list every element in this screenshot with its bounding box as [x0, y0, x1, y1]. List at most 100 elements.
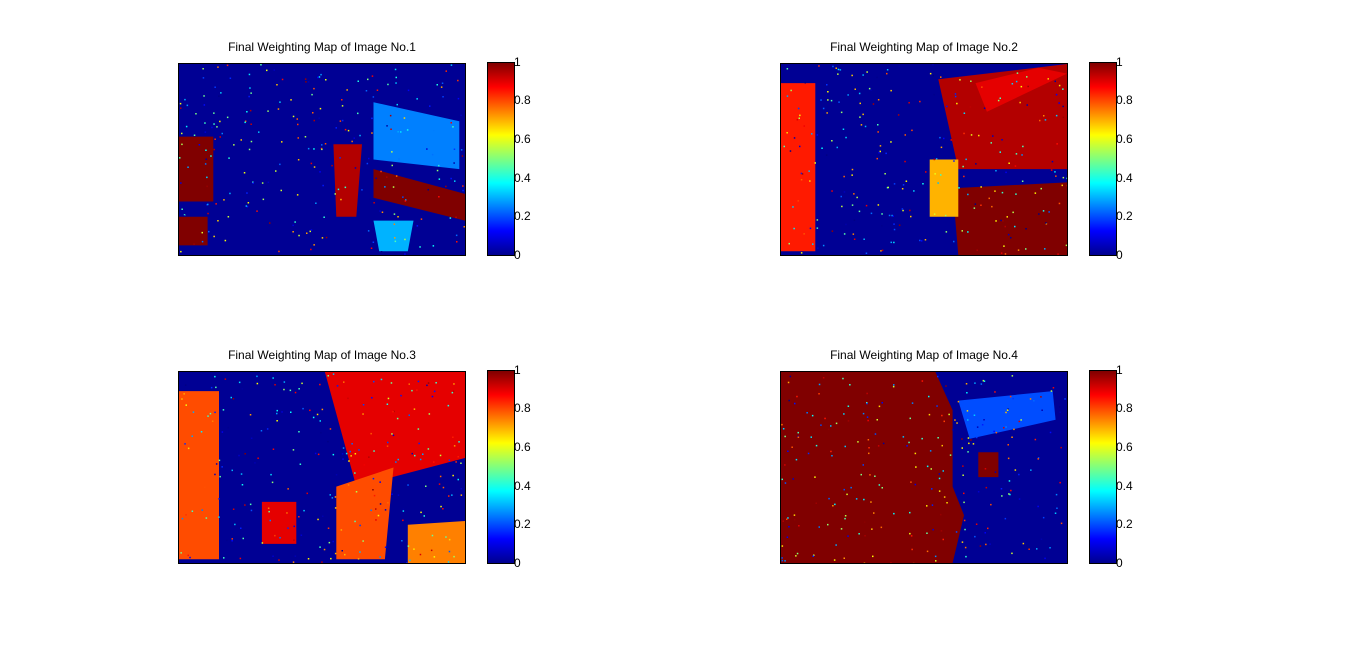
heatmap-pixel: [320, 432, 322, 434]
heatmap-pixel: [218, 516, 220, 518]
colorbar-tick: 0.6: [1116, 132, 1133, 146]
heatmap-pixel: [207, 203, 209, 206]
heatmap-pixel: [1056, 143, 1058, 145]
heatmap-pixel: [942, 470, 944, 472]
heatmap-pixel: [784, 435, 786, 438]
heatmap-pixel: [840, 195, 842, 198]
heatmap-pixel: [784, 482, 787, 484]
heatmap-pixel: [793, 137, 796, 139]
heatmap-pixel: [1005, 426, 1007, 428]
heatmap-pixel: [1061, 184, 1063, 187]
heatmap-pixel: [953, 160, 955, 162]
heatmap-pixel: [830, 99, 833, 102]
colorbar: [1089, 370, 1117, 564]
heatmap-pixel: [404, 238, 406, 241]
heatmap-pixel: [876, 419, 878, 421]
heatmap-pixel: [862, 412, 865, 415]
heatmap-pixel: [451, 391, 454, 394]
heatmap-pixel: [940, 530, 943, 532]
heatmap-pixel: [384, 186, 386, 188]
heatmap-pixel: [250, 509, 253, 512]
heatmap-pixel: [193, 243, 195, 245]
heatmap-pixel: [867, 439, 870, 441]
heatmap-pixel: [261, 182, 264, 184]
heatmap-pixel: [967, 451, 969, 453]
heatmap-pixel: [266, 428, 269, 430]
heatmap-pixel: [407, 484, 409, 486]
heatmap-pixel: [298, 388, 300, 390]
heatmap-pixel: [812, 243, 814, 245]
heatmap-pixel: [988, 197, 990, 200]
heatmap-pixel: [180, 552, 182, 554]
heatmap-region: [781, 372, 964, 563]
colorbar-tick: 0: [514, 556, 521, 570]
heatmap-pixel: [238, 381, 241, 384]
heatmap-pixel: [876, 157, 878, 160]
heatmap-pixel: [392, 186, 395, 188]
heatmap-pixel: [1026, 76, 1028, 78]
heatmap-pixel: [843, 191, 846, 193]
heatmap-pixel: [843, 233, 846, 235]
heatmap-pixel: [781, 557, 783, 559]
heatmap-pixel: [932, 528, 934, 531]
heatmap-pixel: [439, 165, 441, 167]
heatmap-pixel: [228, 157, 230, 159]
heatmap-pixel: [201, 231, 203, 234]
heatmap-pixel: [217, 66, 219, 68]
heatmap-pixel: [858, 210, 861, 213]
heatmap-pixel: [339, 157, 341, 159]
heatmap-pixel: [457, 478, 459, 481]
heatmap-pixel: [210, 155, 212, 157]
heatmap-pixel: [447, 561, 450, 563]
heatmap-pixel: [268, 510, 270, 513]
heatmap-pixel: [817, 247, 819, 249]
heatmap-pixel: [395, 76, 397, 79]
heatmap-pixel: [411, 452, 413, 455]
heatmap-pixel: [976, 249, 978, 251]
heatmap-pixel: [995, 431, 998, 434]
heatmap-pixel: [231, 540, 233, 542]
heatmap-pixel: [186, 104, 189, 107]
heatmap-pixel: [803, 233, 805, 235]
heatmap-pixel: [888, 214, 891, 217]
heatmap-pixel: [843, 413, 845, 415]
heatmap-pixel: [813, 554, 815, 556]
heatmap-pixel: [416, 389, 418, 391]
heatmap-pixel: [232, 398, 235, 400]
colorbar-tick: 1: [514, 55, 521, 69]
heatmap-pixel: [267, 181, 270, 184]
heatmap-pixel: [272, 377, 274, 379]
heatmap-pixel: [201, 509, 203, 511]
heatmap-pixel: [934, 173, 936, 175]
heatmap-pixel: [910, 535, 913, 537]
heatmap-pixel: [1058, 202, 1061, 205]
heatmap-pixel: [943, 137, 945, 140]
heatmap-pixel: [380, 170, 382, 173]
heatmap-pixel: [859, 116, 861, 118]
heatmap-pixel: [851, 168, 854, 171]
heatmap-pixel: [1042, 210, 1045, 212]
heatmap-pixel: [939, 136, 941, 139]
heatmap-pixel: [400, 131, 402, 133]
heatmap-pixel: [394, 237, 396, 239]
heatmap-pixel: [928, 413, 931, 416]
heatmap-pixel: [908, 441, 910, 444]
heatmap-pixel: [276, 409, 278, 412]
heatmap-pixel: [881, 402, 883, 404]
heatmap-pixel: [1064, 398, 1066, 400]
heatmap-pixel: [319, 171, 321, 173]
heatmap-pixel: [402, 519, 404, 522]
heatmap-pixel: [877, 445, 880, 447]
heatmap-pixel: [1001, 191, 1004, 194]
heatmap-pixel: [816, 134, 819, 136]
heatmap-pixel: [961, 230, 963, 232]
heatmap-pixel: [214, 138, 216, 140]
heatmap-pixel: [187, 166, 189, 168]
heatmap-pixel: [931, 504, 934, 506]
heatmap-pixel: [368, 456, 370, 458]
heatmap-pixel: [301, 382, 303, 385]
heatmap-pixel: [946, 105, 948, 108]
heatmap-pixel: [330, 557, 332, 560]
heatmap-pixel: [1050, 169, 1053, 171]
heatmap-pixel: [331, 164, 333, 167]
